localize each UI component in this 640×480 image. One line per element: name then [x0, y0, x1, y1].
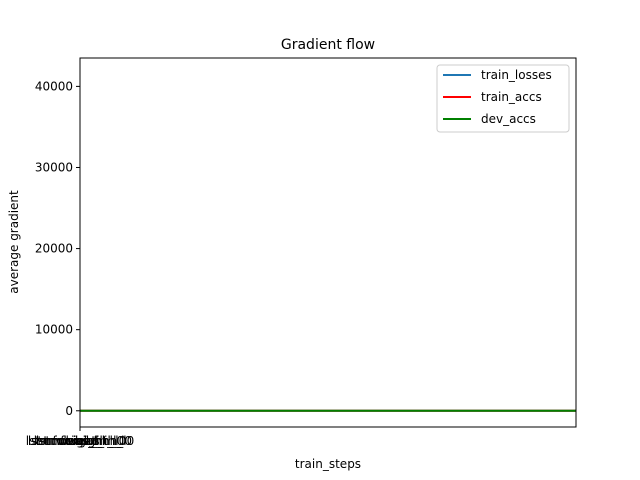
- legend: train_losses train_accs dev_accs: [436, 64, 570, 133]
- legend-entries: train_losses train_accs dev_accs: [443, 68, 552, 126]
- y-axis-label: average gradient: [7, 190, 21, 294]
- y-tick-label: 20000: [35, 242, 73, 256]
- x-tick-label: lstm.bias_ih_l0: [36, 434, 124, 448]
- plot-area-frame: [79, 57, 577, 428]
- x-tick-label: lstm.bias_hh_l0: [34, 434, 127, 448]
- y-tick-label: 0: [65, 404, 73, 418]
- legend-label: dev_accs: [481, 112, 536, 126]
- chart-title: Gradient flow: [281, 37, 375, 53]
- x-axis-label: train_steps: [295, 457, 361, 471]
- legend-label: train_accs: [481, 90, 542, 104]
- x-tick-label: fc.bias: [60, 434, 99, 448]
- x-tick-label: lstm.weight_hh_l0: [26, 434, 134, 448]
- legend-label: train_losses: [481, 68, 552, 82]
- x-axis-ticks: lstm.weight_ih_l0lstm.weight_hh_l0lstm.b…: [26, 427, 134, 448]
- y-tick-label: 10000: [35, 323, 73, 337]
- x-tick-label: fc.weight: [52, 434, 107, 448]
- y-tick-label: 30000: [35, 160, 73, 174]
- legend-box: [436, 64, 570, 133]
- x-tick-label: lstm.weight_ih_l0: [28, 434, 132, 448]
- y-tick-label: 40000: [35, 79, 73, 93]
- y-axis-ticks: 0 10000 20000 30000 40000: [35, 79, 80, 418]
